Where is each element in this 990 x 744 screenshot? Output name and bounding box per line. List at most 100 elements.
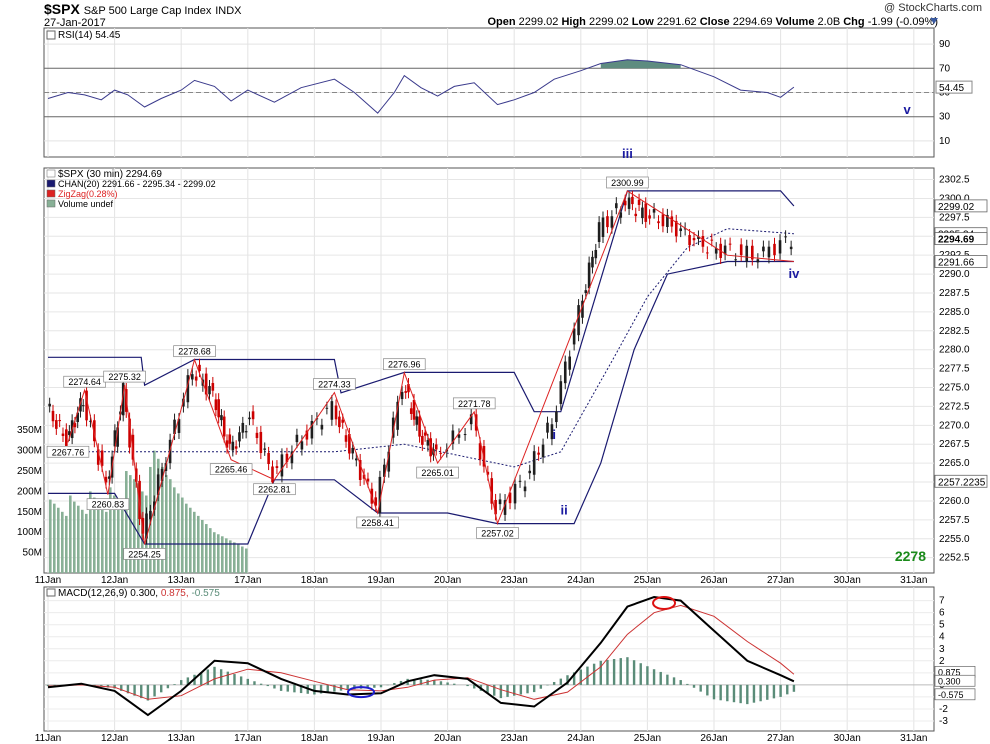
price-bar-body xyxy=(723,245,727,255)
volume-bar xyxy=(97,501,100,573)
chart-title: $SPX S&P 500 Large Cap Index INDX xyxy=(44,1,242,17)
macd-hist-bar xyxy=(726,684,729,702)
rsi-overbought-fill xyxy=(600,59,681,69)
price-bar-body xyxy=(439,452,442,454)
macd-value-label: 0.875 xyxy=(938,667,961,677)
volume-bar xyxy=(237,544,240,573)
price-bar-body xyxy=(577,305,580,336)
zigzag-label: 2258.41 xyxy=(361,518,394,528)
volume-bar xyxy=(217,534,220,573)
x-tick-label: 23Jan xyxy=(501,575,528,586)
x-tick-label: 30Jan xyxy=(834,733,861,744)
macd-hist-bar xyxy=(233,674,236,685)
open-value: 2299.02 xyxy=(518,16,559,28)
price-bar-body xyxy=(351,447,354,454)
zigzag-label: 2300.99 xyxy=(611,178,644,188)
macd-hist-bar xyxy=(173,684,176,685)
macd-hist-bar xyxy=(239,676,243,685)
x-tick-label: 24Jan xyxy=(567,575,594,586)
price-bar-body xyxy=(73,423,77,428)
price-bar-body xyxy=(89,420,92,422)
exchange: INDX xyxy=(215,5,242,17)
price-bar-body xyxy=(627,197,631,209)
legend-swatch xyxy=(46,179,56,188)
price-bar-body xyxy=(228,434,232,444)
volume-bar xyxy=(173,487,176,573)
channel-lower-line xyxy=(48,260,794,545)
price-bar-body xyxy=(631,196,634,205)
macd-hist-bar xyxy=(666,674,669,685)
macd-hist-bar xyxy=(366,684,369,689)
macd-value-box xyxy=(934,688,976,701)
price-value-label: 2294.69 xyxy=(938,235,975,246)
volume-bar xyxy=(93,497,96,573)
price-bar-body xyxy=(255,432,259,439)
price-bar-body xyxy=(76,412,79,423)
volume-bar xyxy=(193,511,196,573)
macd-hist-bar xyxy=(326,684,329,693)
price-bar-body xyxy=(710,239,714,241)
macd-hist-bar xyxy=(559,678,563,685)
macd-tick-label: -2 xyxy=(939,704,948,715)
rsi-current-value: 54.45 xyxy=(939,83,964,94)
macd-legend-box xyxy=(46,588,56,597)
macd-hist-bar xyxy=(473,684,476,689)
macd-hist-bar xyxy=(579,669,582,685)
price-bar-body xyxy=(532,451,536,475)
macd-hist-bar xyxy=(93,684,96,686)
zigzag-label: 2257.02 xyxy=(481,528,514,538)
volume-bar xyxy=(69,495,72,573)
price-bar-body xyxy=(518,480,522,482)
zigzag-label: 2275.32 xyxy=(108,372,141,382)
price-bar-body xyxy=(434,444,438,450)
macd-hist-bar xyxy=(699,684,702,692)
macd-hist-bar xyxy=(373,684,376,688)
zigzag-label-box xyxy=(416,466,459,479)
price-bar-body xyxy=(211,383,215,391)
macd-tick-label: 2 xyxy=(939,656,945,667)
zigzag-label: 2274.33 xyxy=(318,380,351,390)
chevron-down-icon[interactable] xyxy=(930,18,938,24)
price-bar-body xyxy=(679,228,682,232)
price-bar-body xyxy=(469,414,473,425)
macd-hist-bar xyxy=(772,684,776,699)
price-bar-body xyxy=(271,466,274,483)
price-bar-body xyxy=(152,501,156,510)
price-bar-body xyxy=(541,444,545,458)
price-bar-body xyxy=(486,471,490,475)
macd-hist-bar xyxy=(766,684,769,700)
macd-hist-bar xyxy=(439,681,443,685)
zigzag-label-box xyxy=(46,445,90,458)
price-bar-body xyxy=(113,430,117,447)
price-bar-body xyxy=(615,203,618,209)
price-bar-body xyxy=(734,259,737,261)
macd-tick-label: 6 xyxy=(939,608,945,619)
price-legend-entry: ZigZag(0.28%) xyxy=(58,189,118,199)
price-bar-body xyxy=(104,476,108,483)
price-tick-label: 2275.0 xyxy=(939,383,970,394)
price-tick-label: 2260.0 xyxy=(939,496,970,507)
zigzag-label: 2274.64 xyxy=(68,377,101,387)
volume-bar xyxy=(53,503,56,573)
price-bar-body xyxy=(334,405,338,420)
macd-hist-bar xyxy=(592,663,596,685)
price-bar-body xyxy=(191,374,194,380)
macd-hist-bar xyxy=(413,679,416,685)
price-bar-body xyxy=(263,448,267,450)
price-bar-body xyxy=(400,391,404,400)
price-bar-body xyxy=(96,449,100,465)
macd-tick-label: 7 xyxy=(939,596,945,607)
macd-hist-bar xyxy=(466,684,469,687)
macd-hist-bar xyxy=(632,660,636,685)
macd-hist-bar xyxy=(506,684,509,697)
price-bar-body xyxy=(610,216,614,228)
macd-hist-bar xyxy=(106,684,110,688)
price-bar-body xyxy=(683,228,687,230)
price-bar-body xyxy=(93,420,96,442)
price-legend-entry: $SPX (30 min) 2294.69 xyxy=(58,169,162,180)
macd-hist-bar xyxy=(486,684,489,694)
rsi-line xyxy=(47,59,795,114)
zigzag-label-box xyxy=(86,498,130,511)
macd-hist-bar xyxy=(513,684,516,696)
rsi-tick-label: 90 xyxy=(939,39,951,50)
